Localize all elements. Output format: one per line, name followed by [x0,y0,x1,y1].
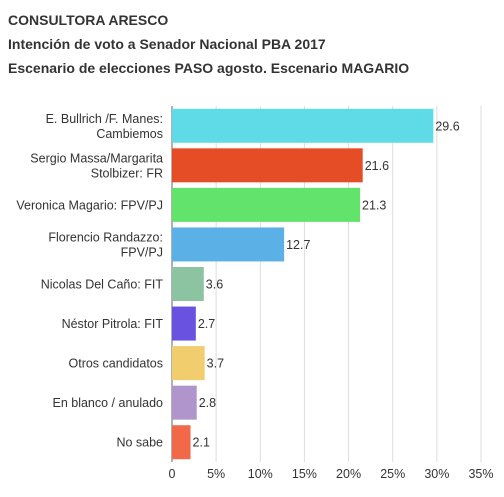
value-label: 12.7 [286,238,310,252]
category-label: Otros candidatos [69,357,164,371]
category-label: No sabe [116,436,163,450]
value-labels: 29.6 21.6 21.3 12.7 3.6 2.7 3.7 2.8 2.1 [193,119,460,449]
category-label-line: Florencio Randazzo: [48,230,163,244]
bar [172,385,197,420]
category-label-line: Cambiemos [96,127,163,141]
chart-title: Intención de voto a Senador Nacional PBA… [8,36,326,52]
value-label: 21.3 [362,198,386,212]
bars [172,108,434,460]
source-title: CONSULTORA ARESCO [8,12,169,28]
value-label: 21.6 [365,159,389,173]
bar [172,227,285,262]
bar [172,425,191,460]
bar [172,148,363,183]
category-label-line: FPV/PJ [121,245,163,259]
category-label: Florencio Randazzo: FPV/PJ [48,230,163,259]
x-axis-ticks: 0 5% 10% 15% 20% 25% 30% 35% [169,467,494,481]
value-label: 2.7 [198,317,215,331]
chart-subtitle: Escenario de elecciones PASO agosto. Esc… [8,60,410,76]
category-labels: E. Bullrich /F. Manes: Cambiemos Sergio Ma… [16,112,163,450]
category-label-line: Stolbizer: FR [91,166,163,180]
value-label: 2.1 [193,436,210,450]
x-tick-label: 0 [169,467,176,481]
value-label: 3.6 [206,278,223,292]
x-tick-label: 10% [248,467,273,481]
chart-header: CONSULTORA ARESCO Intención de voto a Se… [8,8,409,80]
category-label-line: Néstor Pitrola: FIT [62,317,164,331]
category-label-line: Sergio Massa/Margarita [30,151,163,165]
x-tick-label: 25% [380,467,405,481]
category-label: E. Bullrich /F. Manes: Cambiemos [46,112,163,141]
x-tick-label: 30% [424,467,449,481]
value-label: 2.8 [199,396,216,410]
value-label: 29.6 [435,119,459,133]
category-label-line: No sabe [116,436,163,450]
x-tick-label: 20% [336,467,361,481]
category-label: Néstor Pitrola: FIT [62,317,164,331]
x-tick-label: 15% [292,467,317,481]
bar [172,306,196,341]
bar [172,108,434,143]
category-label-line: Otros candidatos [69,357,164,371]
category-label-line: Nicolas Del Caño: FIT [41,278,164,292]
category-label: Veronica Magario: FPV/PJ [16,198,163,212]
category-label: Nicolas Del Caño: FIT [41,278,164,292]
category-label-line: E. Bullrich /F. Manes: [46,112,163,126]
bar [172,267,204,301]
value-label: 3.7 [207,357,224,371]
x-tick-label: 5% [207,467,225,481]
category-label-line: Veronica Magario: FPV/PJ [16,198,163,212]
category-label: En blanco / anulado [52,396,163,410]
category-label-line: En blanco / anulado [52,396,163,410]
bar [172,187,361,222]
x-tick-label: 35% [468,467,493,481]
bar [172,346,205,381]
category-label: Sergio Massa/Margarita Stolbizer: FR [30,151,163,180]
